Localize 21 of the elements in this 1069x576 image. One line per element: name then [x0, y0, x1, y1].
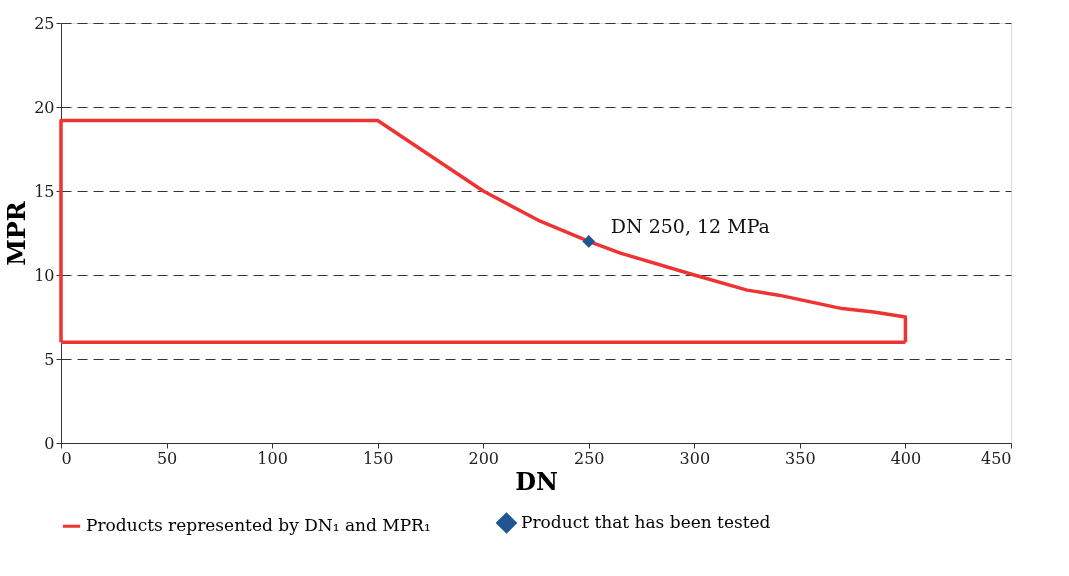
x-tick-label: 300 — [679, 448, 711, 468]
y-tick-label: 10 — [34, 265, 55, 285]
x-tick-label: 150 — [362, 448, 394, 468]
y-tick-label: 25 — [34, 13, 55, 33]
x-tick-label: 450 — [980, 448, 1012, 468]
y-tick-label: 20 — [34, 97, 55, 117]
x-tick-label: 400 — [890, 448, 922, 468]
x-axis-title: DN — [515, 466, 558, 496]
y-tick-label: 0 — [44, 433, 55, 453]
annotation: DN 250, 12 MPa — [610, 215, 770, 238]
y-tick-label: 5 — [44, 349, 55, 369]
y-axis-title: MPR — [2, 200, 32, 266]
y-tick-label: 15 — [34, 181, 55, 201]
legend-label: Product that has been tested — [521, 511, 771, 532]
legend-label: Products represented by DN₁ and MPR₁ — [86, 515, 431, 536]
x-tick-label: 250 — [574, 448, 605, 468]
x-tick-label: 0 — [61, 448, 72, 468]
x-tick-label: 200 — [468, 448, 499, 468]
x-tick-label: 350 — [785, 448, 816, 468]
x-tick-label: 50 — [156, 448, 178, 468]
x-tick-label: 100 — [257, 448, 288, 468]
